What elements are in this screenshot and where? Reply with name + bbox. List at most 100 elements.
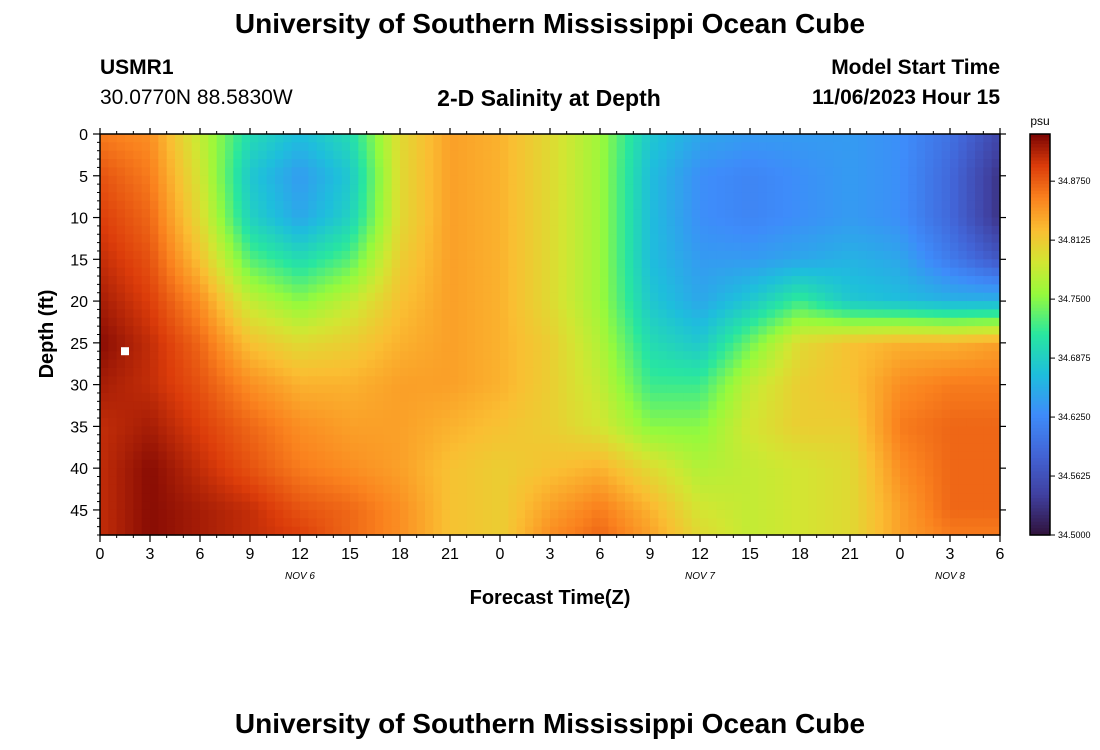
heatmap-cell (658, 476, 668, 486)
heatmap-cell (416, 434, 426, 444)
heatmap-cell (725, 509, 734, 519)
heatmap-cell (308, 192, 318, 202)
heatmap-cell (266, 367, 276, 377)
heatmap-cell (133, 351, 143, 361)
heatmap-cell (466, 284, 476, 294)
heatmap-cell (608, 342, 618, 352)
heatmap-cell (741, 301, 751, 311)
heatmap-cell (225, 259, 234, 269)
heatmap-cell (858, 392, 868, 402)
heatmap-cell (166, 301, 176, 311)
heatmap-cell (266, 192, 276, 202)
heatmap-cell (941, 501, 951, 511)
heatmap-cell (275, 200, 284, 210)
heatmap-cell (900, 317, 909, 327)
heatmap-cell (300, 484, 309, 494)
heatmap-cell (358, 426, 368, 436)
heatmap-cell (516, 150, 526, 160)
heatmap-cell (350, 309, 359, 319)
heatmap-cell (350, 351, 359, 361)
heatmap-cell (991, 359, 1001, 369)
heatmap-cell (116, 159, 126, 169)
heatmap-cell (108, 426, 118, 436)
heatmap-cell (275, 134, 284, 143)
heatmap-cell (525, 217, 534, 227)
heatmap-cell (558, 184, 568, 194)
heatmap-cell (808, 284, 818, 294)
heatmap-cell (783, 426, 793, 436)
heatmap-cell (641, 284, 651, 294)
heatmap-cell (966, 134, 976, 143)
heatmap-cell (966, 234, 976, 244)
heatmap-cell (983, 434, 993, 444)
heatmap-cell (650, 167, 659, 177)
heatmap-cell (741, 175, 751, 185)
heatmap-cell (925, 250, 934, 260)
heatmap-cell (758, 150, 768, 160)
heatmap-cell (516, 392, 526, 402)
heatmap-cell (666, 225, 676, 235)
heatmap-cell (825, 134, 834, 143)
heatmap-cell (716, 443, 726, 453)
heatmap-cell (375, 175, 384, 185)
model-start-label: Model Start Time (831, 56, 1000, 79)
heatmap-cell (475, 468, 484, 478)
heatmap-cell (250, 451, 259, 461)
heatmap-cell (566, 392, 576, 402)
heatmap-cell (758, 267, 768, 277)
heatmap-cell (266, 493, 276, 503)
heatmap-cell (675, 359, 684, 369)
heatmap-cell (283, 351, 293, 361)
heatmap-cell (108, 376, 118, 386)
heatmap-cell (600, 209, 609, 219)
heatmap-cell (708, 476, 718, 486)
heatmap-cell (250, 209, 259, 219)
heatmap-cell (716, 376, 726, 386)
heatmap-cell (341, 401, 351, 411)
heatmap-cell (866, 200, 876, 210)
heatmap-cell (400, 225, 409, 235)
heatmap-cell (966, 392, 976, 402)
heatmap-cell (875, 342, 884, 352)
heatmap-cell (758, 418, 768, 427)
heatmap-cell (625, 351, 634, 361)
heatmap-cell (183, 434, 193, 444)
heatmap-cell (433, 134, 443, 143)
heatmap-cell (650, 443, 659, 453)
heatmap-cell (691, 359, 701, 369)
heatmap-cell (283, 518, 293, 528)
heatmap-cell (691, 451, 701, 461)
heatmap-cell (925, 225, 934, 235)
heatmap-cell (608, 351, 618, 361)
heatmap-cell (983, 418, 993, 427)
heatmap-cell (308, 451, 318, 461)
heatmap-cell (100, 484, 109, 494)
heatmap-cell (833, 443, 843, 453)
heatmap-cell (216, 434, 226, 444)
heatmap-cell (208, 167, 218, 177)
heatmap-cell (816, 509, 826, 519)
heatmap-cell (983, 459, 993, 469)
heatmap-cell (250, 200, 259, 210)
heatmap-cell (700, 501, 709, 511)
heatmap-cell (816, 459, 826, 469)
heatmap-cell (116, 501, 126, 511)
heatmap-cell (375, 301, 384, 311)
heatmap-cell (250, 334, 259, 344)
heatmap-cell (708, 292, 718, 302)
heatmap-cell (383, 359, 393, 369)
heatmap-cell (841, 418, 851, 427)
heatmap-cell (633, 367, 643, 377)
heatmap-cell (700, 242, 709, 252)
heatmap-cell (216, 326, 226, 336)
heatmap-cell (366, 242, 376, 252)
heatmap-cell (908, 250, 918, 260)
heatmap-cell (225, 159, 234, 169)
heatmap-cell (183, 376, 193, 386)
heatmap-cell (866, 484, 876, 494)
heatmap-cell (975, 142, 984, 152)
heatmap-cell (475, 276, 484, 285)
heatmap-cell (866, 159, 876, 169)
heatmap-cell (433, 509, 443, 519)
heatmap-cell (191, 292, 201, 302)
